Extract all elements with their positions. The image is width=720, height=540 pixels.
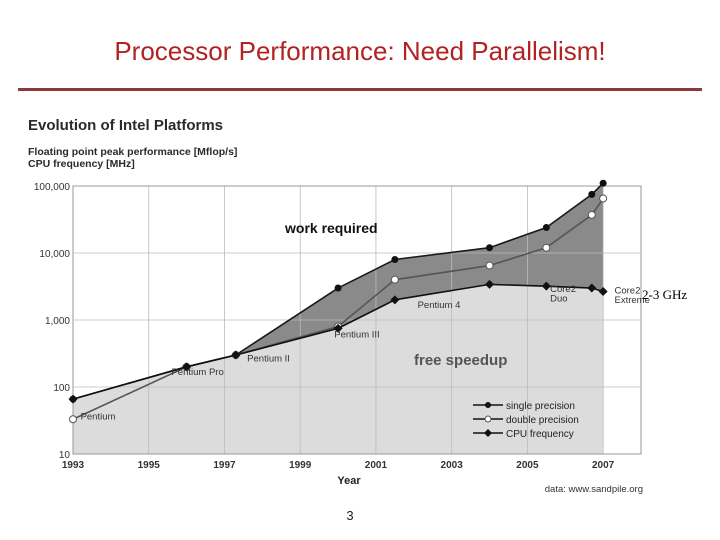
- chart-labels: Evolution of Intel Platforms Floating poi…: [28, 117, 650, 495]
- double-precision-point: [599, 194, 608, 203]
- single-precision-point: [391, 255, 399, 263]
- x-tick-label: 2003: [441, 460, 464, 471]
- processor-label: Pentium 4: [418, 300, 461, 311]
- chart-legend: single precision double precision CPU freq…: [473, 401, 579, 440]
- double-precision-point: [485, 261, 494, 270]
- double-precision-point: [69, 415, 77, 424]
- x-tick-label: 1999: [289, 460, 312, 471]
- processor-label: Pentium: [81, 411, 116, 422]
- cpu-frequency-point: [485, 279, 495, 289]
- double-precision-point: [542, 243, 551, 252]
- chart-source: data: www.sandpile.org: [545, 484, 643, 495]
- y-tick-label: 100,000: [34, 182, 71, 193]
- region-label-free-speedup: free speedup: [414, 352, 507, 369]
- plot-frame: [72, 185, 642, 455]
- single-precision-point: [588, 190, 596, 198]
- page-number: 3: [346, 508, 354, 523]
- double-precision-point: [587, 210, 596, 219]
- processor-label: Pentium II: [247, 354, 290, 365]
- intel-platforms-chart: 10 100 1,000 10,000 100,000 1993 1995 1997 1999 2…: [28, 117, 650, 495]
- slide-title: Processor Performance: Need Parallelism!: [114, 36, 606, 66]
- y-tick-label: 10,000: [39, 249, 70, 260]
- legend-marker: [484, 415, 492, 423]
- x-tick-label: 2005: [516, 460, 539, 471]
- x-tick-label: 1997: [213, 460, 236, 471]
- single-precision-point: [599, 179, 607, 187]
- cpu-frequency-point: [541, 281, 551, 291]
- processor-label: Pentium III: [334, 329, 379, 340]
- legend-label: double precision: [506, 415, 579, 426]
- title-divider: [18, 88, 702, 91]
- free-speedup-band: [73, 284, 604, 454]
- single-precision-point: [542, 224, 550, 232]
- chart-title: Evolution of Intel Platforms: [28, 117, 223, 134]
- legend-marker: [484, 429, 492, 437]
- x-tick-label: 1993: [62, 460, 85, 471]
- x-tick-label: 2007: [592, 460, 615, 471]
- processor-label: Extreme: [614, 295, 649, 306]
- single-precision-point: [486, 244, 494, 252]
- y-tick-label: 10: [59, 450, 71, 461]
- cpu-frequency-point: [390, 295, 400, 305]
- cpu-frequency-point: [68, 394, 78, 404]
- cpu-frequency-point: [587, 283, 597, 293]
- cpu-frequency-point: [333, 323, 343, 333]
- x-axis-label: Year: [337, 475, 361, 487]
- chart-subtitle-line: CPU frequency [MHz]: [28, 158, 135, 170]
- y-tick-label: 100: [53, 383, 70, 394]
- cpu-frequency-point: [598, 287, 608, 297]
- x-tick-label: 2001: [365, 460, 388, 471]
- chart-series: [68, 179, 608, 424]
- x-tick-label: 1995: [138, 460, 161, 471]
- single-precision-point: [334, 284, 342, 292]
- region-label-work-required: work required: [284, 220, 378, 236]
- cpu-frequency-point: [182, 362, 192, 372]
- legend-label: CPU frequency: [506, 429, 574, 440]
- double-precision-point: [390, 275, 399, 284]
- legend-marker: [485, 402, 491, 408]
- processor-label: Pentium Pro: [171, 367, 223, 378]
- y-tick-label: 1,000: [45, 316, 70, 327]
- ghz-annotation: 2-3 GHz: [642, 287, 688, 302]
- processor-label: Core2: [550, 284, 576, 295]
- cpu-frequency-point: [231, 350, 241, 360]
- chart-axes: 10 100 1,000 10,000 100,000 1993 1995 1997 1999 2…: [34, 182, 642, 471]
- chart-subtitle-line: Floating point peak performance [Mflop/s…: [28, 146, 237, 158]
- processor-label: Core2: [614, 285, 640, 296]
- legend-label: single precision: [506, 401, 575, 412]
- processor-label: Duo: [550, 293, 567, 304]
